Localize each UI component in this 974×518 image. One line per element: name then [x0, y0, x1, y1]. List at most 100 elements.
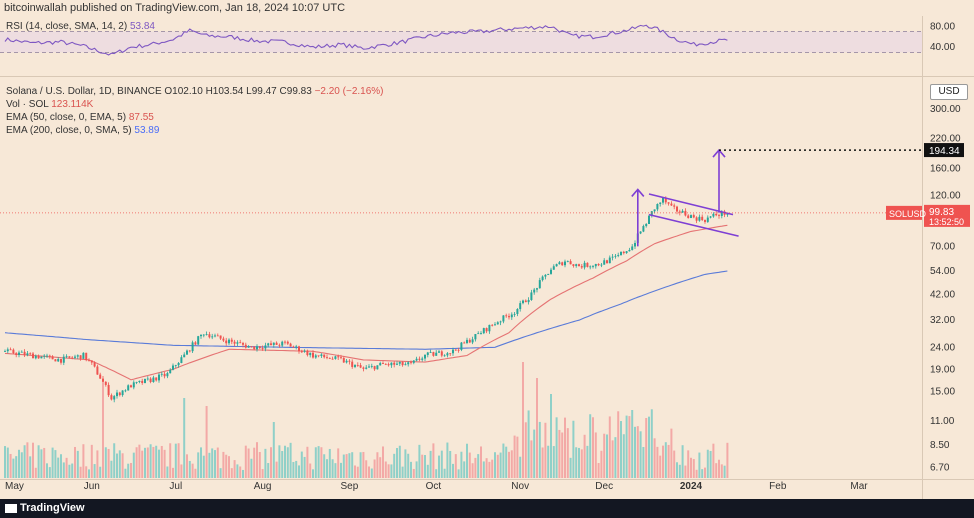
candle: [194, 342, 197, 345]
candle: [239, 342, 242, 344]
volume-bar: [491, 459, 494, 478]
candle: [681, 210, 684, 213]
candle: [569, 261, 572, 265]
volume-bar: [393, 453, 396, 478]
candle: [628, 249, 631, 252]
volume-bar: [502, 443, 505, 478]
candle: [664, 197, 667, 203]
volume-bar: [121, 453, 124, 478]
candle: [202, 334, 205, 336]
volume-bar: [127, 463, 130, 478]
candle: [256, 346, 258, 350]
volume-bar: [102, 382, 104, 478]
volume-bar: [516, 436, 519, 478]
volume-bar: [726, 442, 729, 478]
candle: [309, 352, 312, 356]
candle: [174, 365, 177, 366]
volume-bar: [687, 450, 690, 478]
footer-brand[interactable]: TradingView: [20, 502, 85, 514]
volume-bar: [200, 447, 202, 478]
time-tick-label: Mar: [850, 481, 868, 492]
rsi-legend: RSI (14, close, SMA, 14, 2) 53.84: [6, 21, 155, 32]
candle: [544, 274, 547, 277]
target-label: 194.34: [929, 146, 960, 157]
volume-bar: [342, 454, 345, 478]
publish-header: bitcoinwallah published on TradingView.c…: [0, 0, 974, 16]
candle: [261, 347, 264, 349]
candle: [219, 335, 222, 339]
volume-bar: [639, 431, 642, 478]
candle: [527, 299, 530, 303]
time-tick-label: Sep: [341, 481, 359, 492]
candle: [622, 251, 625, 254]
volume-bar: [90, 444, 93, 478]
candle: [149, 378, 152, 383]
volume-bar: [306, 446, 309, 478]
candle: [586, 262, 589, 267]
volume-bar: [331, 459, 334, 478]
volume-bar: [578, 447, 580, 478]
volume-bar: [620, 421, 622, 478]
volume-label: Vol · SOL: [6, 99, 49, 110]
volume-bar: [149, 444, 152, 478]
volume-bar: [398, 445, 401, 478]
price-tick-label: 70.00: [930, 241, 955, 252]
volume-bar: [110, 460, 113, 478]
volume-bar: [513, 435, 516, 478]
candle: [712, 213, 715, 217]
volume-bar: [82, 444, 85, 478]
volume-bar: [71, 463, 74, 478]
rsi-tick-label: 40.00: [930, 42, 955, 53]
volume-bar: [300, 451, 303, 478]
close-value: C99.83: [279, 86, 312, 97]
volume-bar: [188, 460, 191, 478]
candle: [471, 339, 474, 343]
ema200-value: 53.89: [134, 125, 160, 136]
volume-bar: [256, 442, 258, 478]
ema50-line: [4, 224, 728, 381]
volume-bar: [494, 452, 496, 478]
candle: [676, 206, 678, 212]
volume-bar: [312, 469, 314, 478]
volume-legend: Vol · SOL 123.114K: [6, 99, 93, 110]
volume-bar: [550, 394, 552, 478]
volume-bar: [373, 459, 376, 478]
candle: [144, 378, 146, 383]
candle: [88, 360, 90, 361]
price-tick-label: 32.00: [930, 315, 955, 326]
candle: [424, 354, 426, 359]
volume-bar: [183, 398, 186, 478]
candle: [286, 341, 289, 344]
volume-bar: [471, 463, 474, 478]
volume-bar: [457, 469, 460, 478]
volume-bar: [440, 450, 443, 478]
candle: [172, 365, 174, 370]
candle: [720, 211, 723, 216]
tradingview-logo-icon: [5, 504, 17, 513]
candle: [272, 342, 275, 345]
target-label-box: [924, 143, 964, 158]
currency-button[interactable]: USD: [930, 84, 968, 100]
candle: [270, 343, 272, 345]
symbol-title: Solana / U.S. Dollar, 1D, BINANCE: [6, 86, 162, 97]
candle: [113, 396, 116, 400]
candle: [368, 366, 370, 368]
volume-bar: [303, 456, 306, 478]
candle: [429, 352, 432, 353]
candle: [600, 264, 603, 266]
candle: [208, 334, 211, 338]
open-value: O102.10: [164, 86, 203, 97]
candle: [23, 351, 26, 356]
volume-bar: [723, 465, 726, 478]
candle: [328, 357, 331, 359]
pane-divider: [0, 76, 974, 77]
volume-bar: [611, 440, 614, 478]
time-tick-label: Feb: [769, 481, 787, 492]
price-tick-label: 11.00: [930, 416, 955, 427]
candle: [68, 356, 71, 358]
volume-bar: [247, 448, 250, 478]
volume-bar: [326, 459, 328, 478]
volume-bar: [608, 416, 611, 478]
volume-bar: [197, 452, 200, 478]
